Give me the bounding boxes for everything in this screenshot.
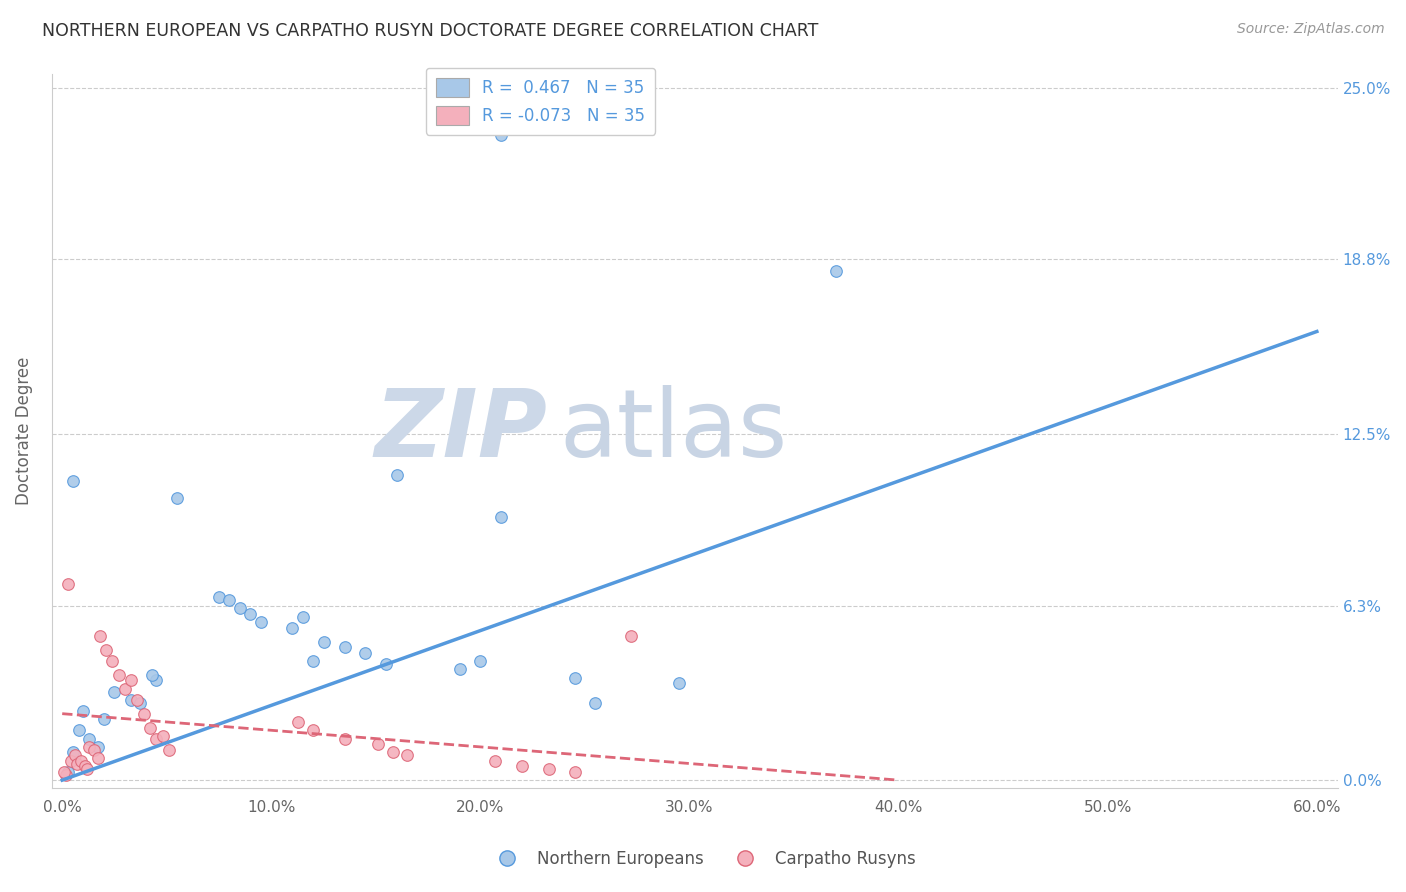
Point <box>127 693 149 707</box>
Point <box>396 748 419 763</box>
Point <box>75 759 97 773</box>
Point <box>312 634 335 648</box>
Point <box>302 723 325 738</box>
Point <box>333 640 356 655</box>
Point <box>120 693 142 707</box>
Point <box>67 723 90 738</box>
Point <box>491 510 513 524</box>
Point <box>87 751 110 765</box>
Y-axis label: Doctorate Degree: Doctorate Degree <box>15 357 32 506</box>
Point <box>287 714 309 729</box>
Legend: Northern Europeans, Carpatho Rusyns: Northern Europeans, Carpatho Rusyns <box>484 844 922 875</box>
Point <box>381 746 404 760</box>
Point <box>333 731 356 746</box>
Point <box>218 593 240 607</box>
Point <box>101 654 124 668</box>
Point <box>668 676 690 690</box>
Point <box>250 615 273 630</box>
Point <box>564 764 586 779</box>
Text: ZIP: ZIP <box>374 385 547 477</box>
Point <box>449 662 471 676</box>
Point <box>83 742 105 756</box>
Point <box>166 491 188 505</box>
Point <box>491 128 513 142</box>
Point <box>58 576 80 591</box>
Point <box>70 754 93 768</box>
Point <box>583 696 606 710</box>
Point <box>229 601 252 615</box>
Point <box>62 474 84 488</box>
Point <box>141 668 163 682</box>
Point <box>145 731 167 746</box>
Point <box>152 729 174 743</box>
Point <box>538 762 561 776</box>
Point <box>281 621 304 635</box>
Point <box>89 629 111 643</box>
Point <box>107 668 129 682</box>
Point <box>367 737 389 751</box>
Point <box>66 756 89 771</box>
Text: atlas: atlas <box>560 385 787 477</box>
Point <box>291 609 314 624</box>
Point <box>470 654 492 668</box>
Point <box>94 643 117 657</box>
Point <box>132 706 155 721</box>
Point <box>114 681 136 696</box>
Point <box>103 684 125 698</box>
Point <box>93 712 115 726</box>
Point <box>385 468 408 483</box>
Point <box>79 739 101 754</box>
Point <box>157 742 180 756</box>
Point <box>128 696 150 710</box>
Point <box>62 746 84 760</box>
Point <box>354 646 377 660</box>
Point <box>59 754 82 768</box>
Point <box>58 764 80 779</box>
Point <box>120 673 142 688</box>
Point <box>72 704 94 718</box>
Text: NORTHERN EUROPEAN VS CARPATHO RUSYN DOCTORATE DEGREE CORRELATION CHART: NORTHERN EUROPEAN VS CARPATHO RUSYN DOCT… <box>42 22 818 40</box>
Point <box>55 767 77 781</box>
Point <box>76 762 98 776</box>
Point <box>510 759 533 773</box>
Point <box>63 748 86 763</box>
Point <box>53 764 76 779</box>
Point <box>79 731 101 746</box>
Point <box>145 673 167 688</box>
Point <box>139 721 162 735</box>
Text: Source: ZipAtlas.com: Source: ZipAtlas.com <box>1237 22 1385 37</box>
Point <box>239 607 262 621</box>
Point <box>620 629 643 643</box>
Point <box>484 754 506 768</box>
Point <box>302 654 325 668</box>
Point <box>564 671 586 685</box>
Point <box>375 657 398 671</box>
Legend: R =  0.467   N = 35, R = -0.073   N = 35: R = 0.467 N = 35, R = -0.073 N = 35 <box>426 68 655 135</box>
Point <box>825 263 848 277</box>
Point <box>87 739 110 754</box>
Point <box>208 591 231 605</box>
